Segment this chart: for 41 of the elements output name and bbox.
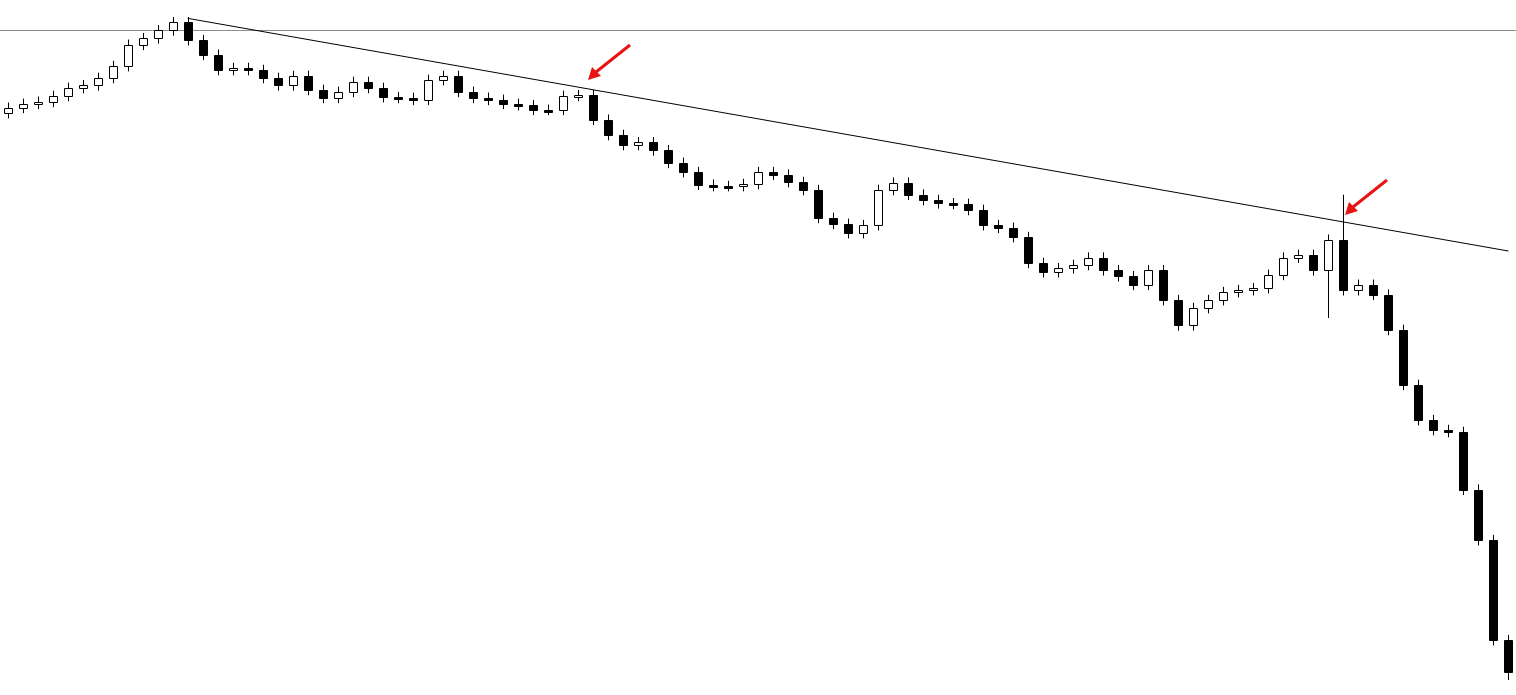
candlestick [319,84,328,104]
candlestick [304,70,313,96]
candlestick [214,48,223,76]
candlestick [1309,249,1318,277]
candlestick [154,24,163,45]
candlestick [679,157,688,178]
candlestick [1219,286,1228,306]
candlestick [1144,264,1153,291]
candlestick [1279,251,1288,281]
candlestick [1189,302,1198,332]
candlestick [169,16,178,37]
candlestick [379,82,388,104]
candlestick [109,60,118,84]
candlestick [289,70,298,92]
candlestick [799,176,808,196]
candlestick [604,113,613,141]
candlestick [1039,257,1048,279]
candlestick [844,218,853,239]
candlestick [1204,294,1213,314]
candlestick [259,64,268,84]
candlestick [424,74,433,106]
candlestick [754,166,763,190]
candlestick [1264,269,1273,294]
candlestick [1429,414,1438,436]
candlestick [649,136,658,157]
candlestick [619,129,628,151]
candlestick [979,204,988,231]
candlestick [559,90,568,116]
candlestick [664,144,673,169]
candlestick [349,76,358,98]
candlestick [454,70,463,98]
candlestick [859,219,868,239]
candlestick [64,82,73,102]
candlestick [1009,222,1018,243]
candlestick [199,34,208,61]
candlestick [904,176,913,201]
candlestick [694,166,703,191]
candlestick [1099,251,1108,277]
candlestick [124,39,133,72]
candlestick [1369,279,1378,301]
candlestick [1129,270,1138,291]
